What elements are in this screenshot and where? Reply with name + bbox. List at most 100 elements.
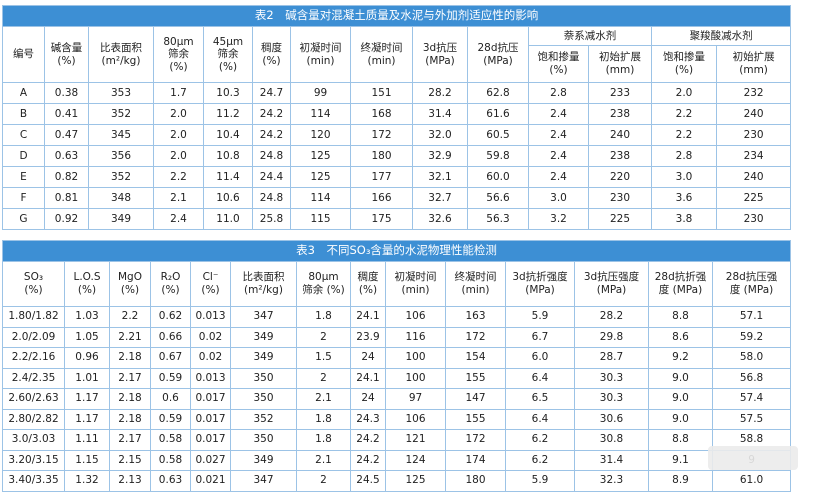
table-row: 2.2/2.16 0.96 2.18 0.67 0.02 349 1.5 24 100 154 6.… [2,347,792,369]
table-cell: 350 [230,388,297,410]
table-cell: 233 [588,82,652,104]
table-cell: 2.8 [651,145,717,167]
table-cell: 120 [290,124,351,146]
table-cell: 0.02 [190,326,231,348]
table-cell: 57.1 [711,306,792,328]
table-cell: 30.3 [574,388,649,410]
table-cell: 180 [445,470,506,492]
table-cell: 2.4 [528,103,589,125]
table-cell: 234 [715,145,792,167]
table-cell: 3.0 [651,166,717,188]
table-cell: 57.5 [711,408,792,430]
column-header: 编号 [2,26,45,83]
table-row: 3.0/3.03 1.11 2.17 0.58 0.017 350 1.8 24.2 121 17… [2,429,792,451]
group-header: 聚羧酸减水剂 [650,26,792,46]
table-cell: 62.8 [467,82,529,104]
table-cell: 0.41 [44,103,89,125]
table-row: SO₃ (%) L.O.S (%) MgO (%) R₂O (%) Cl⁻ (%) 比表面… [2,261,792,307]
column-header: 3d抗折强度 (MPa) [505,261,575,307]
table-cell: 3.0 [528,187,589,209]
table-cell: 58.0 [711,347,792,369]
table-cell: 352 [88,166,154,188]
table-cell: F [2,187,45,209]
table-cell: 6.2 [505,449,575,471]
sub-header: 初始扩展 (mm) [715,45,792,83]
table-cell: 168 [350,103,413,125]
table-cell: 1.11 [64,429,110,451]
table-cell: 0.013 [190,306,231,328]
table-cell: 100 [385,367,446,389]
table-cell: 32.7 [412,187,468,209]
table-cell: 2.1 [153,187,204,209]
column-header: MgO (%) [109,261,151,307]
table-cell: 56.3 [467,208,529,230]
table-cell: 0.38 [44,82,89,104]
table-cell: 177 [350,166,413,188]
table-3: 表3 不同SO₃含量的水泥物理性能检测 SO₃ (%) L.O.S (%) MgO (… [1,240,792,492]
table-cell: 125 [290,166,351,188]
table-cell: 9.2 [648,347,713,369]
table-cell: 31.4 [574,449,649,471]
table-cell: 174 [445,449,506,471]
table-cell: 31.4 [412,103,468,125]
table-cell: 0.017 [190,388,231,410]
column-header: 28d抗折强 度 (MPa) [648,261,713,307]
table-cell: 60.0 [467,166,529,188]
table-cell: 3.8 [651,208,717,230]
table-cell: 59.8 [467,145,529,167]
table-cell: 6.7 [505,326,575,348]
table-cell: 114 [290,103,351,125]
table-cell: 347 [230,470,297,492]
table-row: 表2 碱含量对混凝土质量及水泥与外加剂适应性的影响 [1,5,792,27]
table-cell: 1.8 [296,306,351,328]
table-cell: 23.9 [350,326,386,348]
table-cell: 1.80/1.82 [2,306,65,328]
table-title: 表3 不同SO₃含量的水泥物理性能检测 [1,240,792,262]
table-cell: 57.4 [711,388,792,410]
table-cell: 1.32 [64,470,110,492]
table-cell: 352 [88,103,154,125]
table-cell: 2.21 [109,326,151,348]
table-cell: 349 [230,326,297,348]
table-cell: B [2,103,45,125]
table-cell: 30.3 [574,367,649,389]
column-header: 3d抗压强度 (MPa) [574,261,649,307]
table-cell: 8.8 [648,306,713,328]
table-cell: 24.1 [350,367,386,389]
table-cell: 0.021 [190,470,231,492]
table-cell: 347 [230,306,297,328]
sub-header: 初始扩展 (mm) [588,45,652,83]
table-cell: 25.8 [252,208,291,230]
table-cell: 6.2 [505,429,575,451]
table-cell: 24.7 [252,82,291,104]
table-cell: 125 [290,145,351,167]
table-cell: 2.2 [109,306,151,328]
table-cell: 2.2 [651,103,717,125]
table-cell: 180 [350,145,413,167]
column-header: 45μm 筛余 (%) [203,26,253,83]
table-cell: 24.2 [252,103,291,125]
table-cell: 2.0 [153,124,204,146]
table-cell: 348 [88,187,154,209]
table-cell: 350 [230,367,297,389]
table-cell: 356 [88,145,154,167]
group-header: 萘系减水剂 [528,26,652,46]
table-cell: 3.40/3.35 [2,470,65,492]
table-cell: 0.66 [150,326,191,348]
table-cell: 24.2 [350,449,386,471]
table-cell: 0.017 [190,429,231,451]
column-header: 终凝时间 (min) [445,261,506,307]
table-cell: 151 [350,82,413,104]
table-cell: 32.1 [412,166,468,188]
table-cell: 172 [445,429,506,451]
table-cell: 2.0 [153,145,204,167]
table-cell: 350 [230,429,297,451]
table-row: B 0.41 352 2.0 11.2 24.2 114 168 31.4 61.6 2.4 238 2… [2,103,792,125]
table-cell: 11.0 [203,208,253,230]
table-cell: 155 [445,367,506,389]
table-cell: 2 [296,367,351,389]
table-cell: 1.05 [64,326,110,348]
table-cell: 56.8 [711,367,792,389]
table-cell: 0.63 [44,145,89,167]
